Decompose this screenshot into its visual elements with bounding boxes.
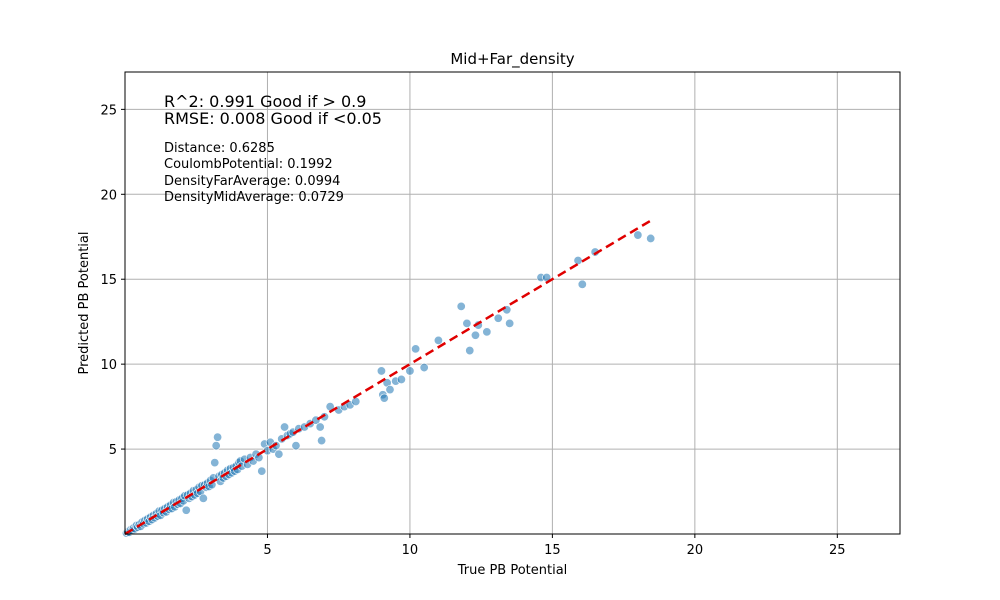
scatter-point [505, 318, 515, 328]
y-axis-label: Predicted PB Potential [77, 232, 92, 375]
x-tick-label: 10 [402, 543, 419, 558]
scatter-point [376, 366, 386, 376]
scatter-point [462, 318, 472, 328]
scatter-point [470, 330, 480, 340]
x-tick-label: 5 [263, 543, 271, 558]
y-tick-label: 15 [100, 273, 117, 288]
y-tick-label: 5 [109, 443, 117, 458]
scatter-point [405, 366, 415, 376]
r2-annotation: R^2: 0.991 Good if > 0.9 [164, 92, 366, 111]
scatter-point [493, 313, 503, 323]
scatter-point [213, 432, 223, 442]
scatter-point [315, 422, 325, 432]
x-tick-label: 25 [829, 543, 846, 558]
x-tick-label: 20 [687, 543, 704, 558]
scatter-point [482, 327, 492, 337]
y-axis-ticks: 5 10 15 20 25 [100, 103, 125, 458]
scatter-point [573, 256, 583, 266]
scatter-point [379, 393, 389, 403]
scatter-point [351, 397, 361, 407]
scatter-point [646, 233, 656, 243]
scatter-point [577, 279, 587, 289]
scatter-point [211, 441, 221, 451]
y-tick-label: 20 [100, 188, 117, 203]
scatter-point [198, 493, 208, 503]
scatter-point [456, 301, 466, 311]
x-axis-ticks: 5 10 15 20 25 [263, 534, 846, 558]
ideal-fit-line [124, 219, 652, 536]
scatter-point [181, 505, 191, 515]
scatter-point [465, 346, 475, 356]
scatter-point [257, 466, 267, 476]
scatter-point [210, 458, 220, 468]
scatter-point [317, 436, 327, 446]
plot-frame [124, 71, 901, 535]
y-tick-label: 10 [100, 358, 117, 373]
y-tick-label: 25 [100, 103, 117, 118]
x-tick-label: 15 [544, 543, 561, 558]
scatter-point [385, 385, 395, 395]
scatter-point [419, 363, 429, 373]
scatter-point [633, 230, 643, 240]
feature-importance-distance: Distance: 0.6285 [164, 141, 275, 156]
feature-importance-density-far: DensityFarAverage: 0.0994 [164, 174, 340, 189]
scatter-point [411, 344, 421, 354]
chart-title: Mid+Far_density [450, 50, 574, 69]
feature-importance-density-mid: DensityMidAverage: 0.0729 [164, 190, 344, 205]
scatter-point [433, 335, 443, 345]
scatter-point [274, 449, 284, 459]
x-axis-label: True PB Potential [457, 563, 568, 578]
scatter-point [280, 422, 290, 432]
scatter-point [396, 374, 406, 384]
grid-lines [125, 72, 900, 534]
scatter-point [291, 441, 301, 451]
rmse-annotation: RMSE: 0.008 Good if <0.05 [164, 109, 382, 128]
feature-importance-coulomb: CoulombPotential: 0.1992 [164, 157, 333, 172]
